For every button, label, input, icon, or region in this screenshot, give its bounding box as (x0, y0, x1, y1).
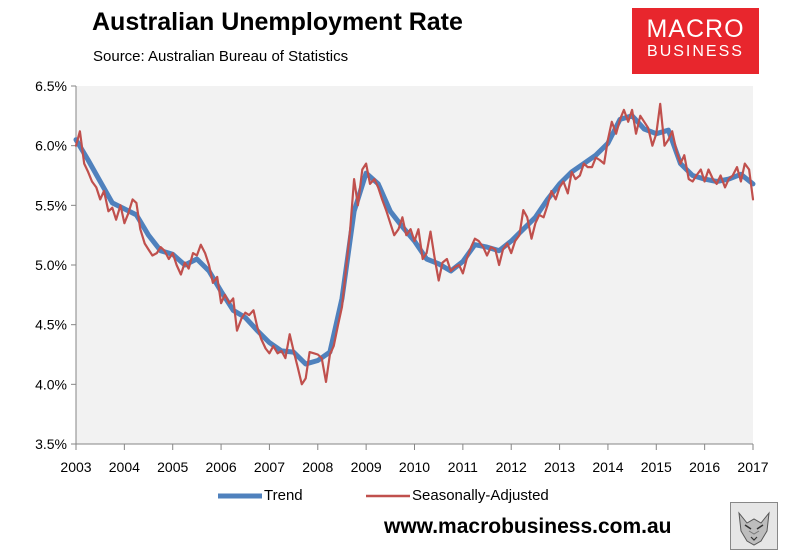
chart-subtitle: Source: Australian Bureau of Statistics (93, 48, 349, 65)
legend-label-seasonally-adjusted: Seasonally-Adjusted (412, 487, 549, 504)
macrobusiness-logo: MACRO BUSINESS (632, 8, 759, 74)
legend-swatch-seasonally-adjusted (366, 494, 410, 498)
logo-line2: BUSINESS (647, 43, 744, 60)
legend-item-seasonally-adjusted: Seasonally-Adjusted (366, 487, 549, 504)
x-tick-label: 2009 (351, 459, 382, 475)
x-tick-label: 2004 (109, 459, 140, 475)
x-tick-label: 2008 (302, 459, 333, 475)
chart-title: Australian Unemployment Rate (92, 8, 463, 36)
y-tick-label: 5.5% (35, 197, 67, 213)
x-tick-label: 2003 (60, 459, 91, 475)
x-tick-label: 2005 (157, 459, 188, 475)
wolf-icon (730, 502, 778, 550)
x-tick-label: 2012 (496, 459, 527, 475)
x-tick-label: 2011 (448, 459, 478, 475)
x-tick-label: 2006 (205, 459, 236, 475)
y-tick-label: 6.5% (35, 78, 67, 94)
legend-item-trend: Trend (218, 487, 303, 504)
footer-url: www.macrobusiness.com.au (384, 515, 672, 538)
y-tick-label: 4.5% (35, 317, 67, 333)
x-tick-label: 2007 (254, 459, 285, 475)
y-tick-label: 3.5% (35, 436, 67, 452)
x-tick-label: 2010 (399, 459, 430, 475)
y-tick-label: 6.0% (35, 138, 67, 154)
x-tick-label: 2016 (689, 459, 720, 475)
x-tick-label: 2013 (544, 459, 575, 475)
x-tick-label: 2017 (737, 459, 768, 475)
x-tick-label: 2015 (641, 459, 672, 475)
series-line-seasonally-adjusted (74, 102, 755, 386)
legend-swatch-trend (218, 493, 262, 499)
x-tick-label: 2014 (592, 459, 623, 475)
y-tick-label: 4.0% (35, 376, 67, 392)
y-tick-label: 5.0% (35, 257, 67, 273)
logo-line1: MACRO (646, 15, 745, 43)
legend-label-trend: Trend (264, 487, 303, 504)
